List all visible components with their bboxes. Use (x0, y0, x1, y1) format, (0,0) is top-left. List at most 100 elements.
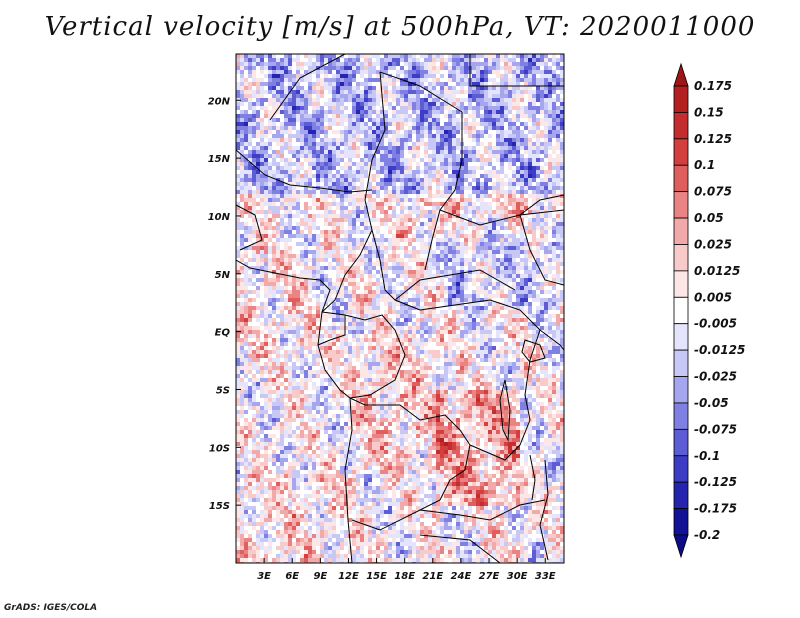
field-cell (468, 286, 472, 290)
field-cell (444, 238, 448, 242)
field-cell (396, 178, 400, 182)
field-cell (328, 118, 332, 122)
field-cell (400, 238, 404, 242)
field-cell (272, 206, 276, 210)
field-cell (320, 74, 324, 78)
field-cell (344, 102, 348, 106)
field-cell (320, 174, 324, 178)
field-cell (500, 122, 504, 126)
field-cell (432, 222, 436, 226)
field-cell (488, 262, 492, 266)
field-cell (388, 274, 392, 278)
field-cell (272, 290, 276, 294)
field-cell (352, 110, 356, 114)
field-cell (548, 130, 552, 134)
field-cell (432, 94, 436, 98)
field-cell (296, 106, 300, 110)
field-cell (396, 294, 400, 298)
field-cell (556, 178, 560, 182)
field-cell (540, 182, 544, 186)
field-cell (252, 106, 256, 110)
field-cell (452, 262, 456, 266)
field-cell (352, 66, 356, 70)
field-cell (284, 194, 288, 198)
field-cell (448, 286, 452, 290)
field-cell (364, 162, 368, 166)
field-cell (412, 278, 416, 282)
field-cell (340, 270, 344, 274)
field-cell (352, 166, 356, 170)
field-cell (264, 130, 268, 134)
field-cell (420, 82, 424, 86)
field-cell (256, 242, 260, 246)
field-cell (284, 154, 288, 158)
field-cell (288, 62, 292, 66)
field-cell (468, 218, 472, 222)
field-cell (288, 174, 292, 178)
field-cell (532, 234, 536, 238)
field-cell (284, 70, 288, 74)
field-cell (368, 214, 372, 218)
field-cell (408, 150, 412, 154)
field-cell (360, 266, 364, 270)
field-cell (528, 242, 532, 246)
field-cell (252, 90, 256, 94)
field-cell (404, 90, 408, 94)
field-cell (520, 118, 524, 122)
field-cell (516, 158, 520, 162)
field-cell (548, 62, 552, 66)
field-cell (292, 174, 296, 178)
field-cell (484, 218, 488, 222)
field-cell (444, 58, 448, 62)
field-cell (528, 146, 532, 150)
field-cell (380, 262, 384, 266)
field-cell (332, 182, 336, 186)
field-cell (284, 226, 288, 230)
field-cell (436, 138, 440, 142)
field-cell (248, 78, 252, 82)
field-cell (304, 246, 308, 250)
field-cell (456, 250, 460, 254)
field-cell (492, 134, 496, 138)
field-cell (396, 218, 400, 222)
field-cell (320, 146, 324, 150)
field-cell (340, 258, 344, 262)
field-cell (404, 106, 408, 110)
field-cell (264, 94, 268, 98)
field-cell (448, 238, 452, 242)
field-cell (300, 222, 304, 226)
field-cell (264, 222, 268, 226)
field-cell (528, 134, 532, 138)
field-cell (388, 266, 392, 270)
field-cell (316, 198, 320, 202)
field-cell (248, 294, 252, 298)
field-cell (376, 182, 380, 186)
field-cell (284, 146, 288, 150)
field-cell (340, 66, 344, 70)
field-cell (280, 78, 284, 82)
field-cell (504, 250, 508, 254)
field-cell (324, 250, 328, 254)
field-cell (412, 106, 416, 110)
field-cell (436, 162, 440, 166)
field-cell (508, 78, 512, 82)
field-cell (372, 270, 376, 274)
field-cell (484, 90, 488, 94)
field-cell (520, 206, 524, 210)
field-cell (296, 118, 300, 122)
field-cell (300, 62, 304, 66)
field-cell (396, 134, 400, 138)
field-cell (412, 218, 416, 222)
field-cell (368, 114, 372, 118)
field-cell (280, 86, 284, 90)
field-cell (252, 282, 256, 286)
field-cell (508, 262, 512, 266)
field-cell (240, 194, 244, 198)
field-cell (356, 78, 360, 82)
field-cell (512, 266, 516, 270)
field-cell (476, 110, 480, 114)
field-cell (368, 174, 372, 178)
field-cell (384, 134, 388, 138)
field-cell (380, 170, 384, 174)
field-cell (384, 78, 388, 82)
